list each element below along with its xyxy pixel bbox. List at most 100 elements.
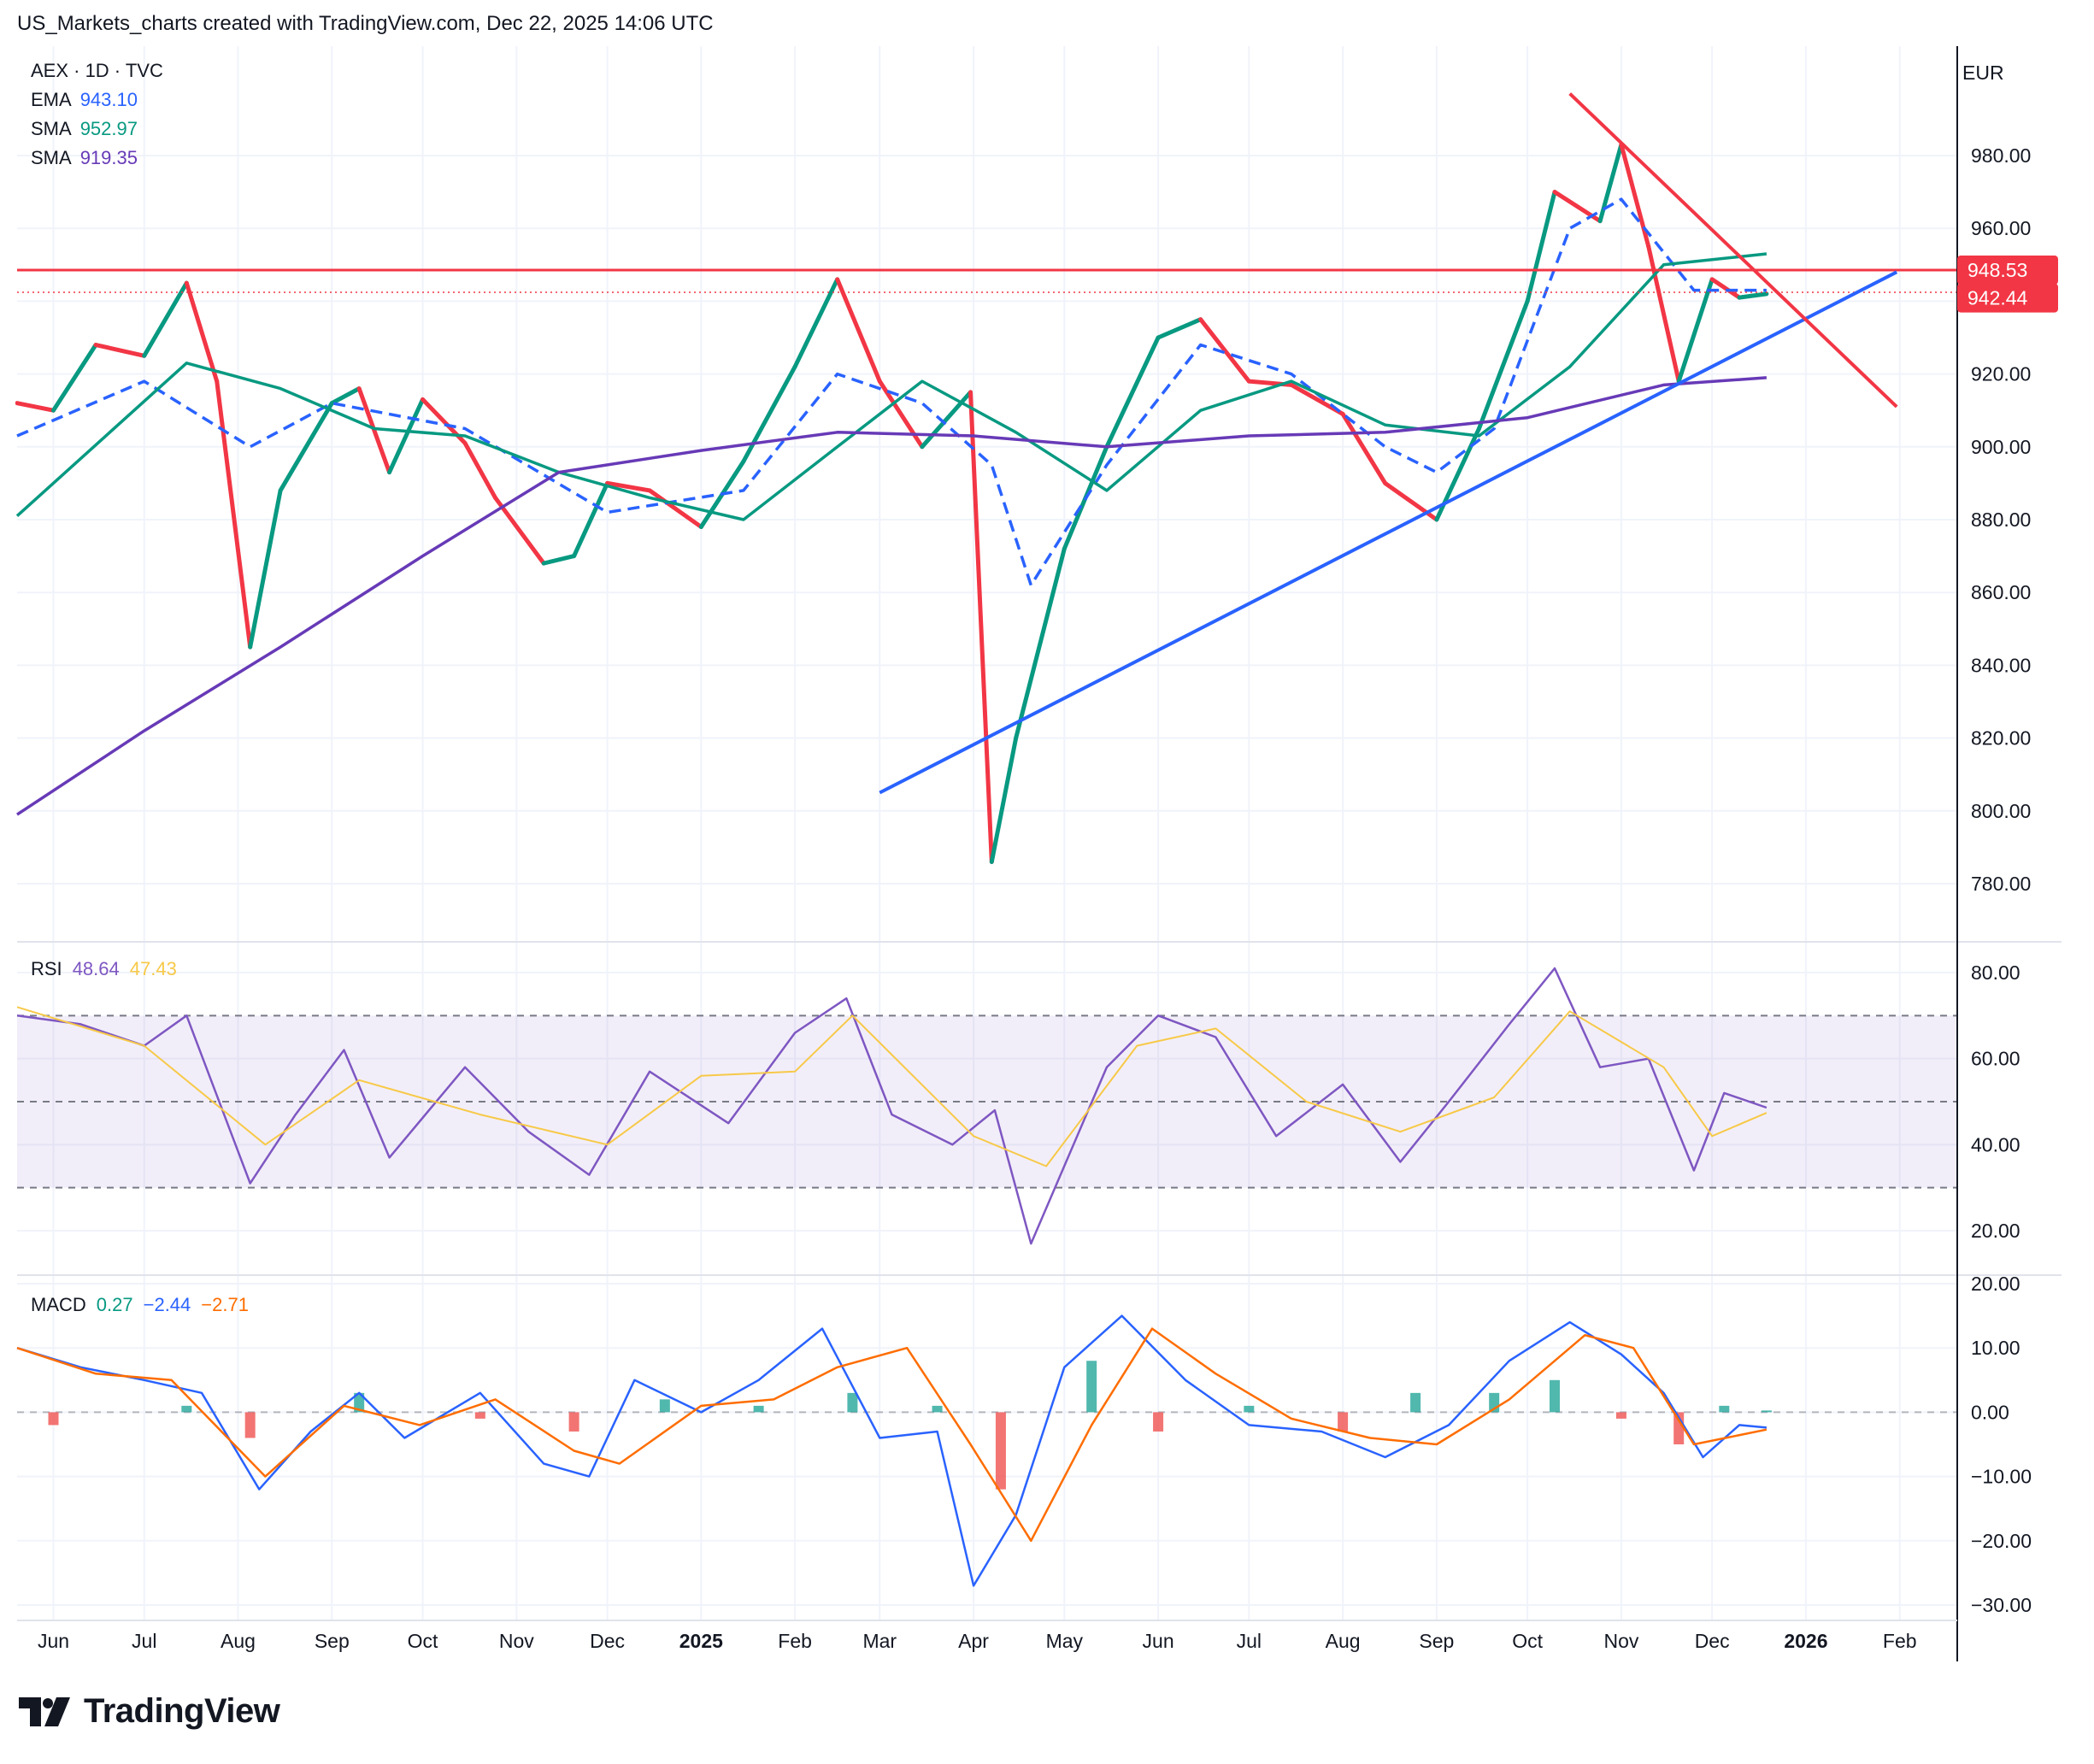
tradingview-logo-icon: [19, 1696, 70, 1726]
time-tick-label: Sep: [315, 1630, 350, 1652]
legend-sma200[interactable]: SMA 919.35: [31, 144, 163, 173]
macd-histogram-bar: [847, 1392, 858, 1413]
price-tick-label: 20.00: [1971, 1220, 2020, 1242]
price-segment: [15, 401, 56, 413]
macd-histogram-bar: [1153, 1412, 1164, 1432]
time-tick-label: Dec: [1695, 1630, 1730, 1652]
price-tick-label: 860.00: [1971, 581, 2031, 603]
price-segment: [920, 390, 973, 450]
time-tick-label: 2025: [679, 1630, 723, 1652]
time-tick-label: Oct: [1512, 1630, 1543, 1652]
last-price-tag-bg: [1957, 283, 2058, 313]
falling-trendline: [1568, 92, 1898, 409]
last-price-tag: 942.44: [1968, 287, 2028, 309]
resistance-price-tag-bg: [1957, 256, 2058, 285]
price-tick-label: 60.00: [1971, 1048, 2020, 1070]
time-tick-label: Sep: [1419, 1630, 1454, 1652]
price-segment: [1156, 317, 1203, 340]
price-segment: [93, 343, 147, 358]
price-tick-label: 40.00: [1971, 1133, 2020, 1155]
time-tick-label: Apr: [958, 1630, 989, 1652]
macd-histogram-bar: [354, 1392, 365, 1413]
price-tick-label: −20.00: [1971, 1530, 2032, 1552]
macd-hist-value: 0.27: [96, 1294, 133, 1315]
ema-line: [16, 197, 1767, 587]
legend-symbol[interactable]: AEX · 1D · TVC: [31, 60, 163, 81]
rsi-value: 48.64: [72, 958, 120, 979]
macd-histogram-bar: [1550, 1379, 1561, 1413]
time-tick-label: Jul: [1237, 1630, 1262, 1652]
macd-line: [16, 1314, 1768, 1587]
axes: Jun Jul Aug Sep Oct Nov Dec 2025 Feb Mar Apr May Jun…: [17, 46, 2062, 1661]
time-tick-label: Nov: [499, 1630, 534, 1652]
price-segment: [605, 480, 652, 493]
time-tick-label: Nov: [1603, 1630, 1638, 1652]
price-tick-label: 780.00: [1971, 873, 2031, 895]
time-tick-label: Dec: [590, 1630, 625, 1652]
price-tick-label: 980.00: [1971, 144, 2031, 167]
price-segment: [387, 397, 426, 475]
price-segment: [1737, 291, 1769, 300]
macd-legend[interactable]: MACD 0.27 −2.44 −2.71: [31, 1291, 249, 1320]
rsi-legend[interactable]: RSI 48.64 47.43: [31, 955, 177, 984]
price-segment: [1383, 480, 1439, 522]
sma50-value: 952.97: [79, 118, 138, 139]
brand-name: TradingView: [84, 1692, 280, 1730]
price-segment: [989, 736, 1019, 864]
price-segment: [968, 390, 994, 864]
macd-signal-value: −2.71: [201, 1294, 249, 1315]
price-segment: [541, 554, 577, 566]
price-tick-label: 920.00: [1971, 363, 2031, 385]
chart-area[interactable]: Jun Jul Aug Sep Oct Nov Dec 2025 Feb Mar Apr May Jun…: [15, 46, 2077, 1661]
macd-histogram-bar: [48, 1412, 59, 1426]
price-segment: [1014, 546, 1067, 741]
trendlines: [17, 92, 1957, 795]
price-tick-label: 840.00: [1971, 654, 2031, 676]
price-segment: [877, 379, 925, 450]
resistance-price-tag: 948.53: [1968, 259, 2027, 281]
price-segment: [493, 495, 546, 566]
price-tick-label: 900.00: [1971, 436, 2031, 458]
price-tick-label: −10.00: [1971, 1466, 2032, 1488]
macd-label: MACD: [31, 1294, 86, 1315]
sma200-value: 919.35: [79, 147, 138, 168]
legend-ema[interactable]: EMA 943.10: [31, 85, 163, 115]
price-segment: [462, 441, 498, 500]
brand-logo[interactable]: TradingView: [19, 1692, 280, 1731]
rsi-label: RSI: [31, 958, 62, 979]
macd-histogram-bar: [1410, 1392, 1421, 1413]
price-tick-label: −30.00: [1971, 1594, 2032, 1616]
macd-histogram-bar: [181, 1405, 192, 1413]
time-tick-label: Jul: [132, 1630, 156, 1652]
grid: [17, 46, 1957, 1620]
ema-label: EMA: [31, 89, 72, 110]
price-segment: [1340, 411, 1388, 485]
macd-histogram-bar: [1719, 1405, 1730, 1413]
price-tick-label: 80.00: [1971, 961, 2020, 984]
price-tick-label: 880.00: [1971, 509, 2031, 531]
macd-histogram-bar: [1244, 1405, 1255, 1413]
macd-histogram-bar: [753, 1405, 764, 1413]
price-segment: [572, 480, 610, 559]
rising-trendline: [879, 270, 1898, 795]
macd-histogram-bar: [995, 1412, 1006, 1490]
rsi-line: [16, 967, 1768, 1245]
macd-histogram-bar: [932, 1405, 943, 1413]
sma50-label: SMA: [31, 118, 72, 139]
time-tick-label: May: [1046, 1630, 1084, 1652]
macd-histogram-bar: [244, 1412, 256, 1438]
legend-sma50[interactable]: SMA 952.97: [31, 115, 163, 144]
currency-label[interactable]: EUR: [1962, 62, 2004, 84]
price-segment: [1198, 317, 1251, 384]
sma200-label: SMA: [31, 147, 72, 168]
price-segment: [248, 488, 283, 650]
price-segment: [1619, 142, 1651, 249]
time-tick-label: 2026: [1784, 1630, 1827, 1652]
price-segment: [1476, 298, 1530, 431]
macd-histogram-bar: [1086, 1361, 1097, 1413]
price-tick-label: 820.00: [1971, 727, 2031, 750]
macd-histogram-bar: [474, 1412, 485, 1419]
rsi-ma-line: [16, 1006, 1768, 1167]
price-tick-label: 800.00: [1971, 800, 2031, 822]
price-tick-label: 0.00: [1971, 1401, 2009, 1423]
